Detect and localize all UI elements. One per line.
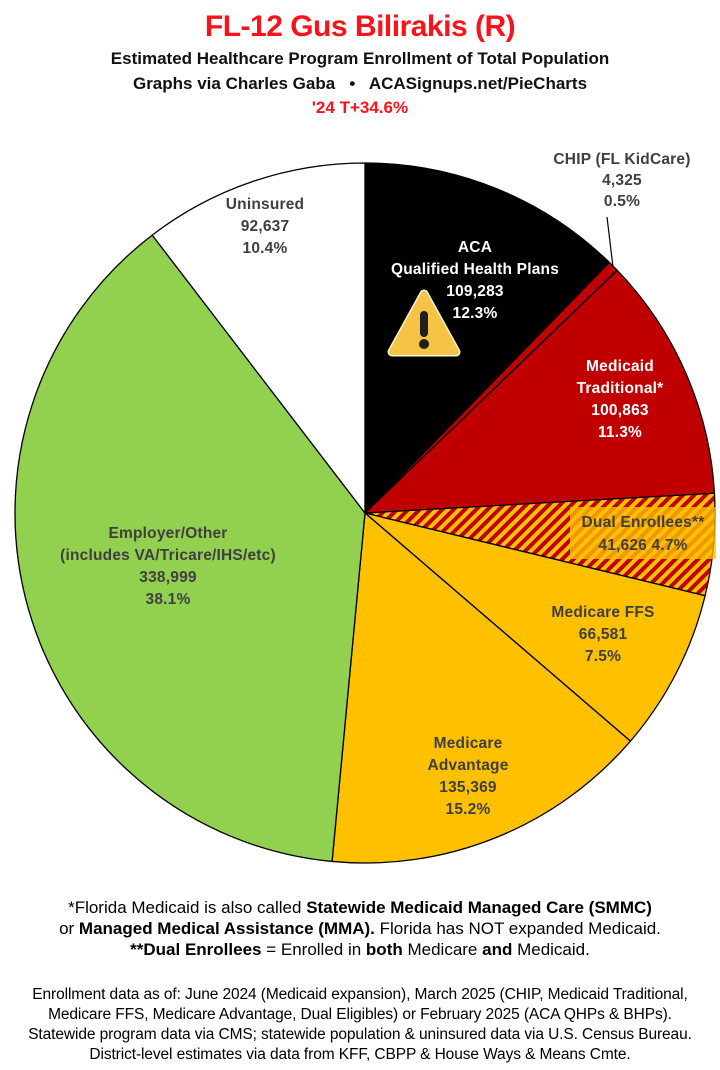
pie-slice-medicaid-traditional: [364, 269, 716, 514]
page-title: FL-12 Gus Bilirakis (R): [204, 10, 516, 43]
slice-label-medicare-advantage: Medicare Advantage 135,369 15.2%: [383, 733, 553, 821]
medicaid-pct: 11.3%: [597, 424, 643, 441]
footnote-line-1: *Florida Medicaid is also called Statewi…: [68, 898, 652, 917]
adv-name-2: Advantage: [427, 757, 509, 774]
footnote-line-2: or Managed Medical Assistance (MMA). Flo…: [59, 919, 661, 938]
pie-slice-uninsured: [151, 162, 366, 514]
employer-pct: 38.1%: [145, 591, 191, 608]
slice-label-uninsured: Uninsured 92,637 10.4%: [185, 194, 345, 260]
slice-label-aca: ACA Qualified Health Plans 109,283 12.3%: [365, 237, 585, 325]
pie-chart: [14, 162, 716, 864]
uninsured-name: Uninsured: [225, 196, 305, 213]
slice-label-employer-other: Employer/Other (includes VA/Tricare/IHS/…: [18, 523, 318, 611]
pie-slice-medicare-advantage: [331, 512, 632, 864]
medicaid-value: 100,863: [591, 402, 649, 419]
employer-value: 338,999: [139, 569, 197, 586]
data-sources-note: Enrollment data as of: June 2024 (Medica…: [0, 985, 720, 1065]
chip-callout-line: [606, 216, 614, 268]
uninsured-pct: 10.4%: [242, 240, 288, 257]
adv-pct: 15.2%: [445, 801, 491, 818]
dual-name: Dual Enrollees**: [581, 514, 705, 531]
pie-slice-aca: [364, 162, 611, 514]
aca-pct: 12.3%: [452, 305, 498, 322]
adv-name-1: Medicare: [433, 735, 503, 752]
sources-line-2: Medicare FFS, Medicare Advantage, Dual E…: [48, 1006, 672, 1023]
pie-slice-medicare-ffs: [364, 512, 706, 742]
employer-name-2: (includes VA/Tricare/IHS/etc): [60, 547, 276, 564]
employer-name-1: Employer/Other: [108, 525, 228, 542]
slice-label-chip: CHIP (FL KidCare) 4,325 0.5%: [537, 149, 707, 212]
ffs-pct: 7.5%: [584, 648, 622, 665]
warning-icon: [387, 289, 461, 357]
chart-subtitle: Estimated Healthcare Program Enrollment …: [110, 49, 610, 68]
medicaid-name-1: Medicaid: [586, 358, 654, 375]
chart-header: FL-12 Gus Bilirakis (R) Estimated Health…: [0, 0, 720, 118]
slice-label-medicare-ffs: Medicare FFS 66,581 7.5%: [523, 602, 683, 668]
slice-label-medicaid-traditional: Medicaid Traditional* 100,863 11.3%: [540, 356, 700, 444]
footnote-medicaid-dual: *Florida Medicaid is also called Statewi…: [0, 897, 720, 960]
chart-trend-note: '24 T+34.6%: [311, 98, 409, 117]
adv-value: 135,369: [439, 779, 497, 796]
chip-value: 4,325: [602, 172, 642, 189]
aca-name-1: ACA: [457, 239, 493, 256]
chip-pct: 0.5%: [603, 193, 641, 210]
chart-credit: Graphs via Charles Gaba • ACASignups.net…: [132, 74, 588, 93]
sources-line-4: District-level estimates via data from K…: [89, 1046, 631, 1063]
dual-value-pct: 41,626 4.7%: [598, 537, 688, 554]
chip-name: CHIP (FL KidCare): [553, 151, 691, 168]
footnote-line-3: **Dual Enrollees = Enrolled in both Medi…: [130, 940, 590, 959]
aca-name-2: Qualified Health Plans: [390, 261, 560, 278]
pie-slices: [14, 162, 716, 864]
sources-line-3: Statewide program data via CMS; statewid…: [28, 1026, 692, 1043]
uninsured-value: 92,637: [240, 218, 290, 235]
ffs-value: 66,581: [578, 626, 628, 643]
pie-slice-employer-other: [14, 234, 366, 863]
slice-label-dual-enrollees: Dual Enrollees** 41,626 4.7%: [570, 507, 716, 559]
aca-value: 109,283: [446, 283, 504, 300]
sources-line-1: Enrollment data as of: June 2024 (Medica…: [32, 986, 688, 1003]
ffs-name: Medicare FFS: [551, 604, 655, 621]
medicaid-name-2: Traditional*: [576, 380, 664, 397]
